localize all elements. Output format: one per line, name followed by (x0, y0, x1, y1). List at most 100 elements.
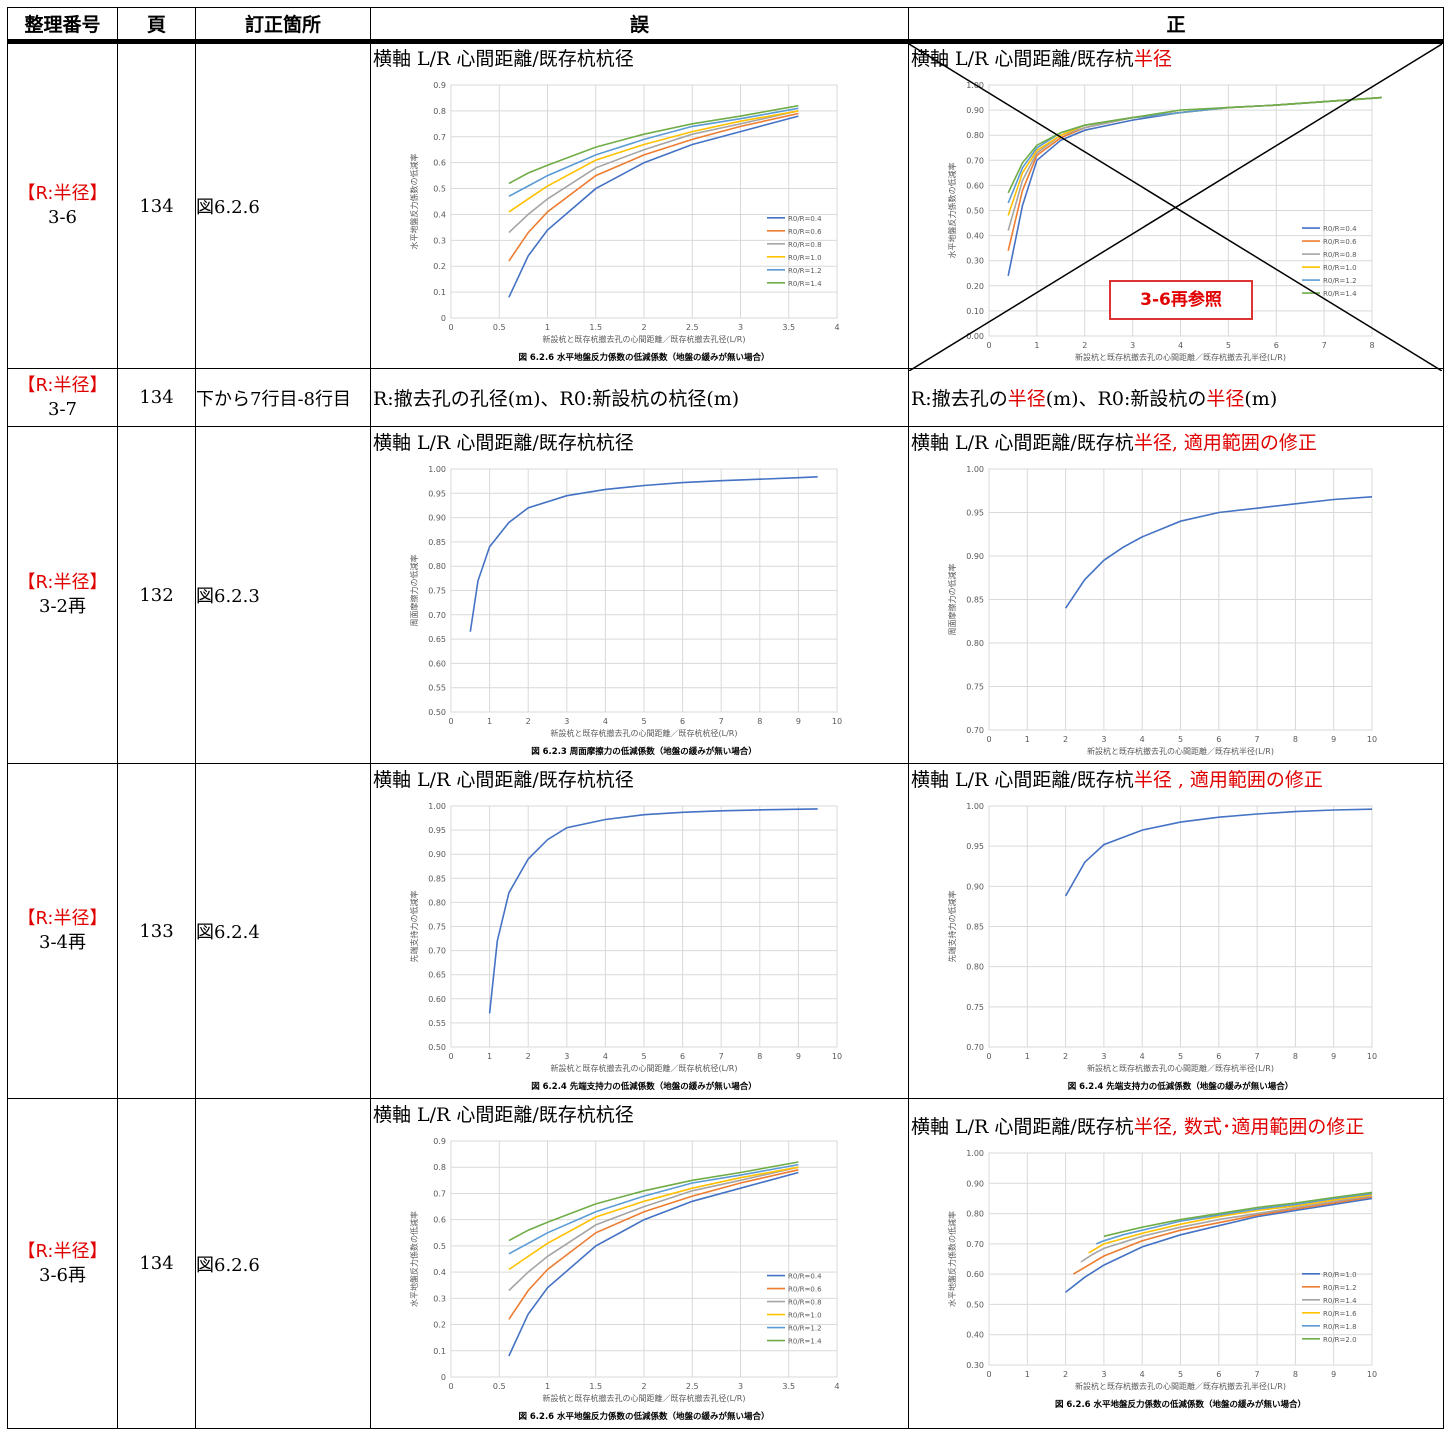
chart-c6: 0.70 0.75 0.80 0.85 0.90 0.95 1.00 0 1 2 3 4 5 6 7 8 9 10… (947, 802, 1377, 1092)
chart-c5: 0.50 0.55 0.60 0.65 0.70 0.75 0.80 0.85 0.90 0.95… (409, 802, 842, 1092)
x-tick-label: 9 (796, 717, 801, 726)
y-tick-label: 0.90 (966, 552, 984, 561)
series-line (508, 1165, 799, 1291)
x-tick-label: 10 (1367, 735, 1377, 744)
series-line (1088, 1193, 1373, 1254)
legend-entry: R0/R=0.6 (788, 227, 822, 235)
y-tick-label: 0.30 (966, 256, 984, 265)
x-tick-label: 2 (526, 717, 531, 726)
legend-entry: R0/R=1.2 (1323, 277, 1357, 285)
x-tick-label: 5 (1226, 341, 1231, 350)
y-tick-label: 0.55 (428, 683, 446, 692)
x-tick-label: 3 (738, 323, 743, 332)
y-tick-label: 0.70 (966, 1239, 984, 1248)
x-tick-label: 1 (1025, 1052, 1030, 1061)
series-line (508, 112, 799, 261)
table-row: 【R:半径】 3-6 134 図6.2.6 横軸 L/R 心間距離/既存杭杭径 0… (7, 41, 1444, 371)
y-tick-label: 0.30 (966, 1361, 984, 1370)
x-tick-label: 0 (986, 1052, 991, 1061)
y-axis-label: 水平地盤反力係数の低減率 (947, 1211, 957, 1307)
x-tick-label: 4 (603, 717, 608, 726)
wrong-caption: 横軸 L/R 心間距離/既存杭杭径 (373, 768, 634, 791)
right-cell: 横軸 L/R 心間距離/既存杭半径, 数式･適用範囲の修正 0.30 0.40 0.… (908, 1098, 1444, 1429)
y-tick-label: 0.5 (433, 184, 446, 193)
legend-entry: R0/R=1.0 (1323, 264, 1357, 272)
legend-entry: R0/R=2.0 (1323, 1335, 1357, 1343)
series-line (508, 1165, 799, 1270)
x-tick-label: 6 (680, 717, 685, 726)
y-tick-label: 0 (441, 314, 446, 323)
x-axis-label: 新設杭と既存杭撤去孔の心間距離／既存杭撤去孔半径(L/R) (1075, 1381, 1286, 1391)
y-tick-label: 0.7 (433, 132, 446, 141)
header-location: 訂正箇所 (195, 7, 371, 44)
series-line (1064, 495, 1373, 609)
row-number: 3-2再 (39, 596, 86, 617)
x-axis-label: 新設杭と既存杭撤去孔の心間距離／既存杭撤去孔径(L/R) (543, 1393, 746, 1403)
row-number-cell: 【R:半径】 3-6再 (7, 1098, 118, 1429)
y-tick-label: 0.50 (966, 1300, 984, 1309)
radius-tag: 【R:半径】 (17, 908, 108, 929)
right-text: R:撤去孔の半径(m)、R0:新設杭の半径(m) (909, 382, 1443, 413)
x-tick-label: 7 (1322, 341, 1327, 350)
x-tick-label: 1 (1025, 735, 1030, 744)
y-tick-label: 0.90 (428, 850, 446, 859)
legend-entry: R0/R=1.4 (1323, 1296, 1357, 1304)
y-axis-label: 水平地盤反力係数の低減率 (409, 1211, 419, 1307)
x-tick-label: 0 (986, 1370, 991, 1379)
legend-entry: R0/R=1.8 (1323, 1322, 1357, 1330)
x-tick-label: 4 (834, 323, 839, 332)
legend-entry: R0/R=0.4 (788, 214, 822, 222)
x-tick-label: 1 (487, 717, 492, 726)
y-tick-label: 0.95 (428, 489, 446, 498)
x-tick-label: 3 (564, 717, 569, 726)
y-tick-label: 0.55 (428, 1018, 446, 1027)
x-tick-label: 2 (1082, 341, 1087, 350)
x-tick-label: 4 (603, 1052, 608, 1061)
y-tick-label: 0.4 (433, 1268, 446, 1277)
row-number-cell: 【R:半径】 3-2再 (7, 426, 118, 764)
location-cell: 下から7行目-8行目 (195, 368, 371, 427)
legend-entry: R0/R=1.2 (788, 1324, 822, 1332)
legend-entry: R0/R=0.8 (1323, 251, 1357, 259)
series-line (508, 1171, 799, 1356)
page-cell: 134 (117, 368, 196, 427)
text-part: (m)、R0:新設杭の (1045, 388, 1207, 410)
location-cell: 図6.2.6 (195, 41, 371, 369)
wrong-caption: 横軸 L/R 心間距離/既存杭杭径 (373, 431, 634, 454)
y-tick-label: 0.75 (966, 682, 984, 691)
x-tick-label: 8 (757, 717, 762, 726)
y-tick-label: 0.8 (433, 106, 446, 115)
chart-c3: 0.50 0.55 0.60 0.65 0.70 0.75 0.80 0.85 0.90 0.95… (409, 465, 842, 757)
right-caption: 横軸 L/R 心間距離/既存杭半径, 適用範囲の修正 (909, 429, 1443, 457)
y-tick-label: 0.6 (433, 1215, 446, 1224)
x-tick-label: 1 (1025, 1370, 1030, 1379)
text-part: R:撤去孔の (911, 388, 1008, 410)
location-cell: 図6.2.3 (195, 426, 371, 764)
plot-frame (450, 805, 838, 1047)
wrong-caption: 横軸 L/R 心間距離/既存杭杭径 (373, 47, 634, 70)
chart-c8: 0.30 0.40 0.50 0.60 0.70 0.80 0.90 1.00 0 1 2 3 4 5 6 7… (947, 1149, 1377, 1410)
x-tick-label: 7 (1255, 1370, 1260, 1379)
y-tick-label: 0.80 (966, 1209, 984, 1218)
legend-entry: R0/R=1.4 (788, 1337, 822, 1345)
series-line (508, 109, 799, 233)
right-caption: 横軸 L/R 心間距離/既存杭半径 (909, 45, 1443, 73)
wrong-cell: 横軸 L/R 心間距離/既存杭杭径 0.50 0.55 0.60 0.65 0.70 0.… (370, 426, 909, 764)
caption-correction: 半径 , 適用範囲の修正 (1133, 768, 1323, 791)
x-tick-label: 9 (796, 1052, 801, 1061)
y-tick-label: 0.80 (966, 962, 984, 971)
x-tick-label: 0.5 (493, 1382, 506, 1391)
y-tick-label: 0.90 (428, 513, 446, 522)
x-tick-label: 1 (545, 323, 550, 332)
y-tick-label: 0.9 (433, 81, 446, 90)
caption-text: 横軸 L/R 心間距離/既存杭 (911, 431, 1134, 454)
wrong-cell: 横軸 L/R 心間距離/既存杭杭径 0 0.1 0.2 0.3 0.4 0.5 0.6 0.7… (370, 1098, 909, 1429)
chart-title: 図 6.2.4 先端支持力の低減係数（地盤の緩みが無い場合） (531, 1081, 757, 1092)
y-tick-label: 0.75 (428, 922, 446, 931)
x-tick-label: 0 (986, 735, 991, 744)
chart-title: 図 6.2.6 水平地盤反力係数の低減係数（地盤の緩みが無い場合） (518, 1411, 769, 1422)
legend-entry: R0/R=0.6 (788, 1285, 822, 1293)
y-tick-label: 0.1 (433, 288, 446, 297)
y-tick-label: 0.90 (966, 1179, 984, 1188)
page-cell: 132 (117, 426, 196, 764)
